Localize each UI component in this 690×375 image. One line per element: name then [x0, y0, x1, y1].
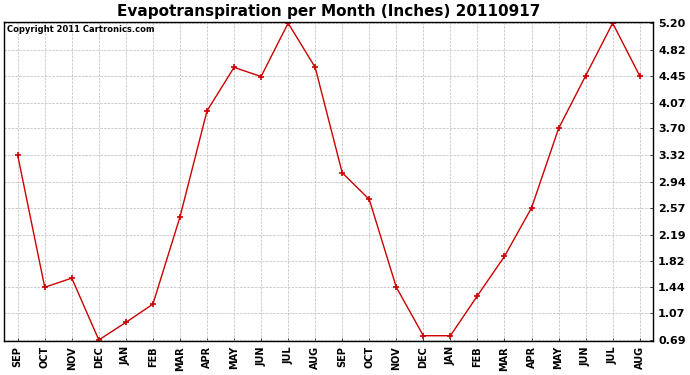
Title: Evapotranspiration per Month (Inches) 20110917: Evapotranspiration per Month (Inches) 20… — [117, 4, 540, 19]
Text: Copyright 2011 Cartronics.com: Copyright 2011 Cartronics.com — [8, 25, 155, 34]
